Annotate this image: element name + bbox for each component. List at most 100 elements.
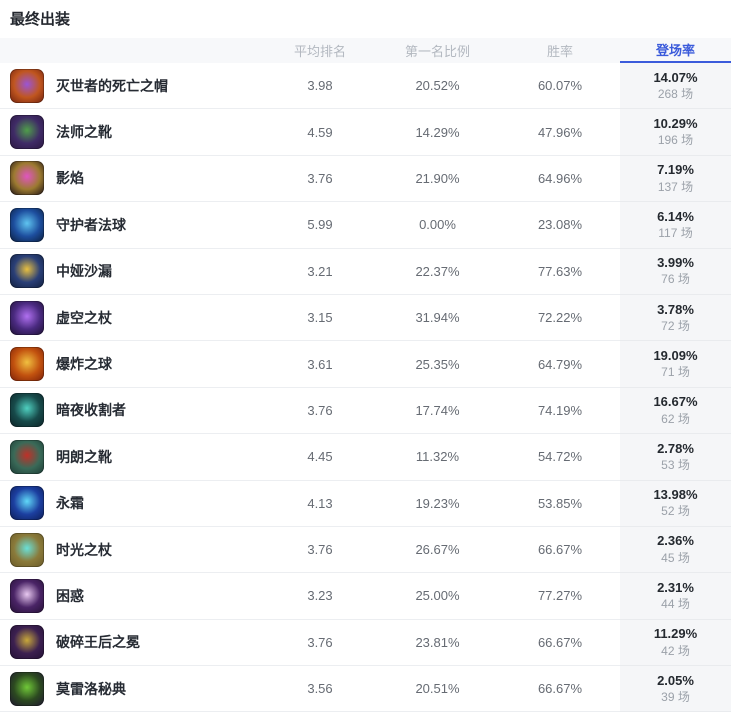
table-row[interactable]: 困惑 3.23 25.00% 77.27% 2.31% 44 场: [0, 573, 731, 620]
table-row[interactable]: 暗夜收割者 3.76 17.74% 74.19% 16.67% 62 场: [0, 387, 731, 435]
win-rate-value: 66.67%: [500, 666, 620, 712]
pick-rate-cell: 3.78% 72 场: [620, 294, 731, 342]
win-rate-value: 47.96%: [500, 109, 620, 156]
win-rate-value: 77.27%: [500, 573, 620, 620]
pick-rate-cell: 2.05% 39 场: [620, 666, 731, 712]
item-name: 中娅沙漏: [56, 263, 112, 280]
item-name: 暗夜收割者: [56, 402, 126, 419]
table-row[interactable]: 虚空之杖 3.15 31.94% 72.22% 3.78% 72 场: [0, 294, 731, 342]
item-name: 爆炸之球: [56, 356, 112, 373]
item-cell: 中娅沙漏: [0, 249, 265, 295]
pick-rate-value: 13.98%: [653, 487, 698, 503]
pick-rate-cell: 7.19% 137 场: [620, 155, 731, 203]
avg-rank-value: 3.21: [265, 249, 375, 295]
avg-rank-value: 3.23: [265, 573, 375, 620]
pick-rate-cell: 3.99% 76 场: [620, 248, 731, 295]
pick-rate-value: 10.29%: [653, 115, 698, 131]
first-place-rate-value: 25.35%: [375, 341, 500, 388]
games-count: 44 场: [661, 597, 690, 612]
win-rate-value: 72.22%: [500, 295, 620, 342]
table-row[interactable]: 灭世者的死亡之帽 3.98 20.52% 60.07% 14.07% 268 场: [0, 63, 731, 110]
item-name: 永霜: [56, 495, 84, 512]
col-header-win-rate[interactable]: 胜率: [546, 44, 573, 59]
item-cell: 影焰: [0, 156, 265, 203]
table-row[interactable]: 时光之杖 3.76 26.67% 66.67% 2.36% 45 场: [0, 526, 731, 574]
everfrost-icon: [10, 486, 44, 521]
games-count: 62 场: [661, 411, 690, 426]
games-count: 76 场: [661, 272, 690, 287]
pick-rate-cell: 6.14% 117 场: [620, 202, 731, 249]
win-rate-value: 23.08%: [500, 202, 620, 249]
table-row[interactable]: 中娅沙漏 3.21 22.37% 77.63% 3.99% 76 场: [0, 248, 731, 295]
first-place-rate-value: 22.37%: [375, 249, 500, 295]
pick-rate-value: 14.07%: [653, 69, 698, 85]
item-cell: 法师之靴: [0, 109, 265, 156]
item-cell: 灭世者的死亡之帽: [0, 63, 265, 110]
win-rate-value: 54.72%: [500, 434, 620, 481]
first-place-rate-value: 17.74%: [375, 388, 500, 435]
pick-rate-value: 2.78%: [657, 440, 694, 456]
pick-rate-value: 2.36%: [657, 533, 694, 549]
zhonyas-hourglass-icon: [10, 254, 44, 289]
avg-rank-value: 4.45: [265, 434, 375, 481]
first-place-rate-value: 31.94%: [375, 295, 500, 342]
sorcerers-shoes-icon: [10, 115, 44, 150]
col-header-pick-rate[interactable]: 登场率: [620, 38, 731, 63]
table-row[interactable]: 爆炸之球 3.61 25.35% 64.79% 19.09% 71 场: [0, 341, 731, 388]
items-stats-table: 平均排名 第一名比例 胜率 登场率 灭世者的死亡之帽 3.98 20.52% 6…: [0, 38, 731, 712]
item-cell: 永霜: [0, 481, 265, 527]
col-header-avg-rank[interactable]: 平均排名: [293, 44, 346, 59]
first-place-rate-value: 26.67%: [375, 527, 500, 574]
games-count: 71 场: [661, 365, 690, 380]
pick-rate-value: 6.14%: [657, 208, 694, 224]
first-place-rate-value: 20.52%: [375, 63, 500, 110]
games-count: 137 场: [657, 179, 694, 194]
win-rate-value: 60.07%: [500, 63, 620, 110]
pick-rate-value: 16.67%: [653, 394, 698, 410]
item-cell: 爆炸之球: [0, 341, 265, 388]
avg-rank-value: 4.59: [265, 109, 375, 156]
pick-rate-cell: 19.09% 71 场: [620, 341, 731, 388]
col-header-first-place-rate[interactable]: 第一名比例: [404, 44, 470, 59]
rabadons-deathcap-icon: [10, 68, 44, 103]
games-count: 72 场: [661, 318, 690, 333]
games-count: 196 场: [657, 133, 694, 148]
item-name: 灭世者的死亡之帽: [56, 77, 168, 94]
win-rate-value: 77.63%: [500, 249, 620, 295]
games-count: 42 场: [661, 643, 690, 658]
pick-rate-cell: 2.31% 44 场: [620, 573, 731, 620]
win-rate-value: 64.96%: [500, 156, 620, 203]
games-count: 268 场: [657, 86, 694, 101]
item-name: 法师之靴: [56, 124, 112, 141]
win-rate-value: 66.67%: [500, 620, 620, 667]
pick-rate-value: 3.99%: [657, 255, 694, 271]
blast-orb-icon: [10, 347, 44, 382]
item-name: 虚空之杖: [56, 309, 112, 326]
first-place-rate-value: 25.00%: [375, 573, 500, 620]
table-row[interactable]: 莫雷洛秘典 3.56 20.51% 66.67% 2.05% 39 场: [0, 666, 731, 712]
pick-rate-cell: 13.98% 52 场: [620, 480, 731, 527]
avg-rank-value: 3.76: [265, 156, 375, 203]
col-header-item: [0, 38, 265, 63]
games-count: 53 场: [661, 457, 690, 472]
table-row[interactable]: 守护者法球 5.99 0.00% 23.08% 6.14% 117 场: [0, 202, 731, 249]
avg-rank-value: 3.76: [265, 620, 375, 667]
table-row[interactable]: 法师之靴 4.59 14.29% 47.96% 10.29% 196 场: [0, 109, 731, 156]
table-row[interactable]: 永霜 4.13 19.23% 53.85% 13.98% 52 场: [0, 480, 731, 527]
avg-rank-value: 3.98: [265, 63, 375, 110]
void-staff-icon: [10, 300, 44, 335]
table-row[interactable]: 影焰 3.76 21.90% 64.96% 7.19% 137 场: [0, 155, 731, 203]
morellonomicon-icon: [10, 671, 44, 706]
games-count: 117 场: [658, 225, 693, 240]
avg-rank-value: 4.13: [265, 481, 375, 527]
table-row[interactable]: 破碎王后之冕 3.76 23.81% 66.67% 11.29% 42 场: [0, 619, 731, 667]
item-name: 守护者法球: [56, 216, 126, 233]
win-rate-value: 66.67%: [500, 527, 620, 574]
first-place-rate-value: 19.23%: [375, 481, 500, 527]
first-place-rate-value: 11.32%: [375, 434, 500, 481]
pick-rate-value: 2.05%: [657, 672, 694, 688]
games-count: 52 场: [661, 504, 690, 519]
table-row[interactable]: 明朗之靴 4.45 11.32% 54.72% 2.78% 53 场: [0, 434, 731, 481]
avg-rank-value: 3.76: [265, 388, 375, 435]
ionian-boots-icon: [10, 439, 44, 474]
